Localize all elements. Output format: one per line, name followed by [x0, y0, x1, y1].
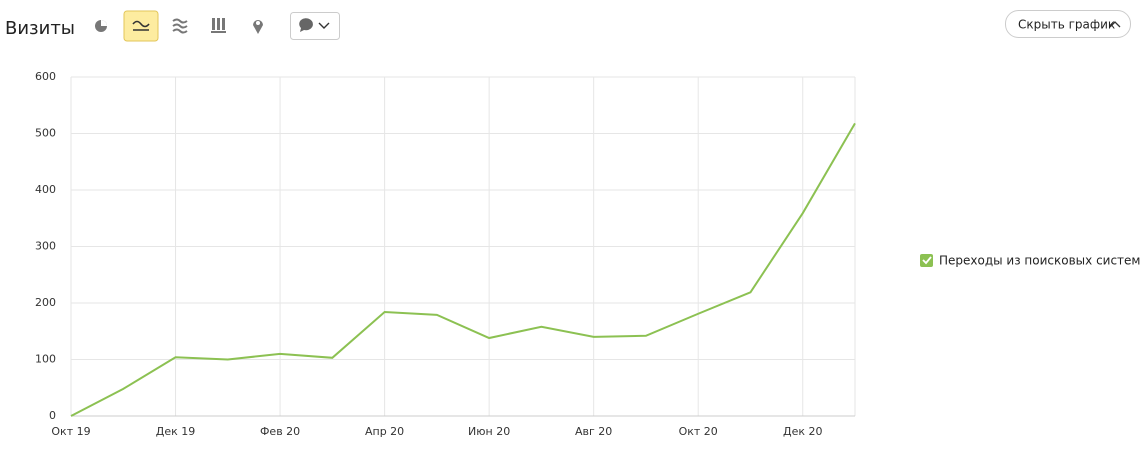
area-view-button[interactable] [172, 18, 188, 34]
hide-chart-button[interactable]: Скрыть график [1005, 10, 1131, 38]
hide-chart-label: Скрыть график [1018, 18, 1115, 32]
x-tick-label: Окт 20 [679, 425, 718, 438]
y-tick-label: 400 [35, 183, 56, 196]
y-tick-label: 200 [35, 296, 56, 309]
x-tick-label: Авг 20 [575, 425, 612, 438]
y-tick-label: 300 [35, 240, 56, 253]
x-tick-label: Дек 20 [783, 425, 823, 438]
x-tick-label: Фев 20 [260, 425, 300, 438]
annotations-dropdown[interactable] [290, 12, 340, 40]
plot: 0 100 200 300 400 500 600 Окт 19 Дек 19 Фев 20 Апр… [35, 70, 856, 438]
legend-item[interactable]: Переходы из поисковых систем [920, 254, 1141, 268]
page-title: Визиты [5, 18, 75, 39]
pie-view-button[interactable] [95, 20, 107, 32]
x-tick-label: Окт 19 [51, 425, 90, 438]
y-tick-label: 0 [49, 409, 56, 422]
map-view-button[interactable] [253, 20, 263, 34]
x-tick-label: Июн 20 [468, 425, 510, 438]
y-tick-label: 600 [35, 70, 56, 83]
legend-label: Переходы из поисковых систем [939, 254, 1141, 268]
data-line [70, 122, 856, 417]
y-tick-label: 500 [35, 127, 56, 140]
x-tick-label: Апр 20 [365, 425, 404, 438]
line-view-button[interactable] [123, 10, 159, 42]
bar-view-button[interactable] [211, 18, 226, 33]
x-tick-label: Дек 19 [156, 425, 196, 438]
y-tick-label: 100 [35, 353, 56, 366]
